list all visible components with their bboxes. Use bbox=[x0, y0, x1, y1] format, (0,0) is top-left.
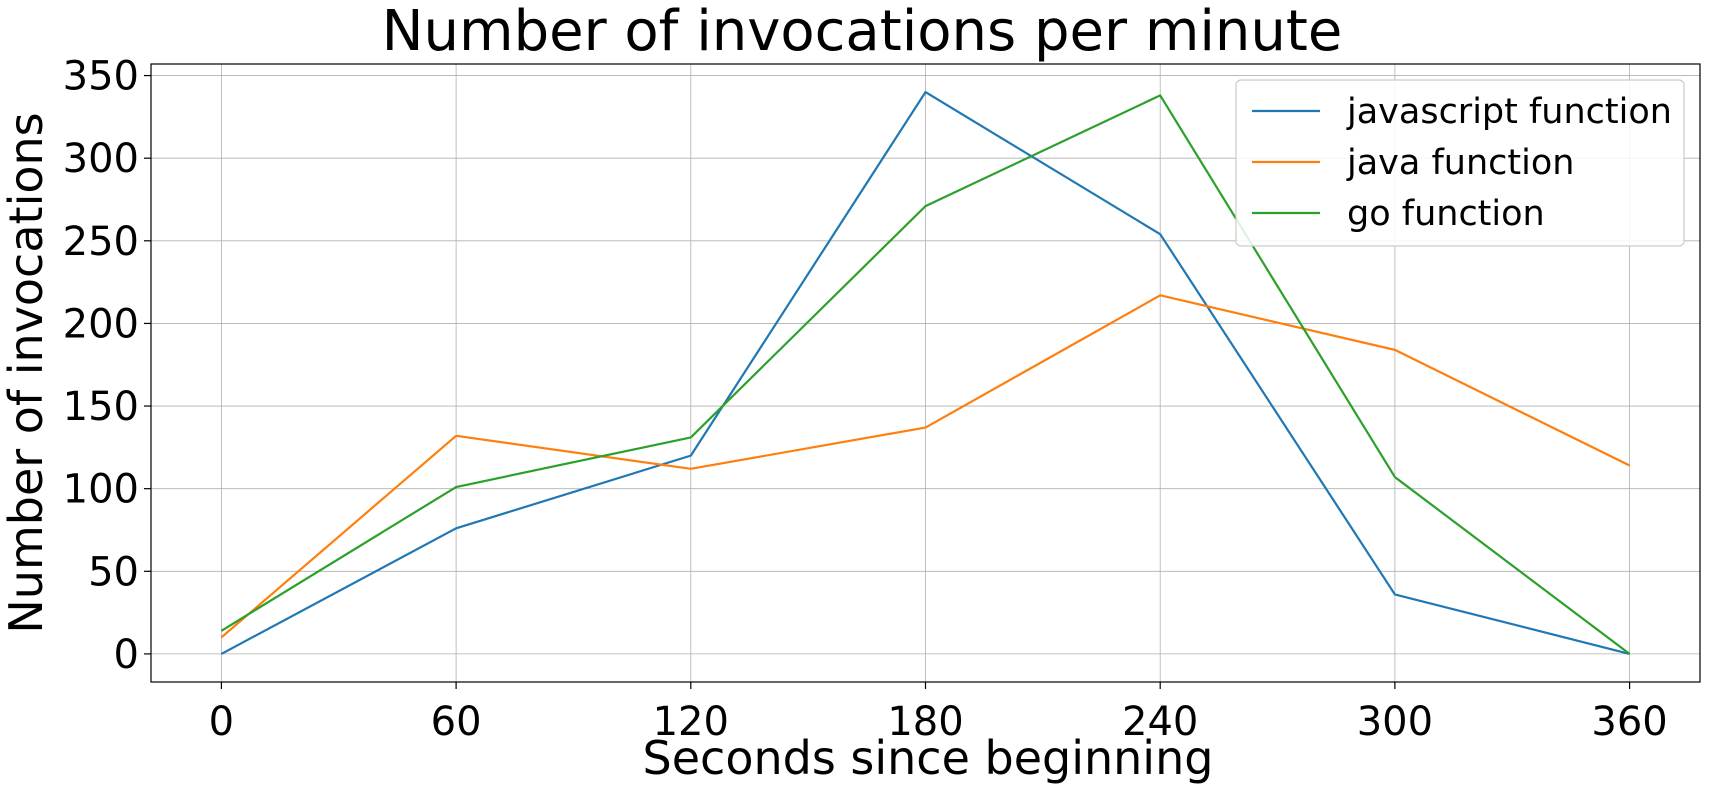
x-tick-label: 180 bbox=[887, 699, 963, 745]
series-line-java-function bbox=[220, 294, 1631, 639]
y-axis-label: Number of invocations bbox=[0, 112, 53, 633]
legend-label: go function bbox=[1347, 194, 1545, 234]
x-tick-label: 360 bbox=[1591, 699, 1667, 745]
series-line-javascript-function bbox=[220, 90, 1630, 655]
series-lines bbox=[220, 90, 1631, 655]
chart-title: Number of invocations per minute bbox=[382, 0, 1343, 64]
legend-box bbox=[1235, 79, 1685, 247]
x-tick-label: 300 bbox=[1357, 699, 1433, 745]
x-tick-label: 60 bbox=[431, 699, 482, 745]
legend-label: javascript function bbox=[1346, 92, 1672, 132]
y-tick-label: 200 bbox=[63, 301, 139, 347]
y-tick-label: 100 bbox=[63, 467, 139, 513]
y-tick-label: 350 bbox=[63, 54, 139, 100]
x-axis-label: Seconds since beginning bbox=[643, 731, 1214, 785]
x-tick-label: 240 bbox=[1122, 699, 1198, 745]
y-tick-label: 250 bbox=[63, 219, 139, 265]
x-axis-ticks: 0 60 120 180 240 300 360 bbox=[209, 682, 1668, 745]
y-tick-label: 50 bbox=[88, 549, 139, 595]
y-tick-label: 150 bbox=[63, 384, 139, 430]
series-line-go-function bbox=[220, 94, 1631, 655]
y-tick-label: 300 bbox=[63, 136, 139, 182]
x-tick-label: 120 bbox=[653, 699, 729, 745]
y-tick-label: 0 bbox=[114, 632, 139, 678]
legend-label: java function bbox=[1346, 143, 1574, 183]
x-tick-label: 0 bbox=[209, 699, 234, 745]
legend: javascript function java function go funct… bbox=[1235, 79, 1685, 247]
y-axis-ticks: 0 50 100 150 200 250 300 350 bbox=[63, 54, 151, 678]
